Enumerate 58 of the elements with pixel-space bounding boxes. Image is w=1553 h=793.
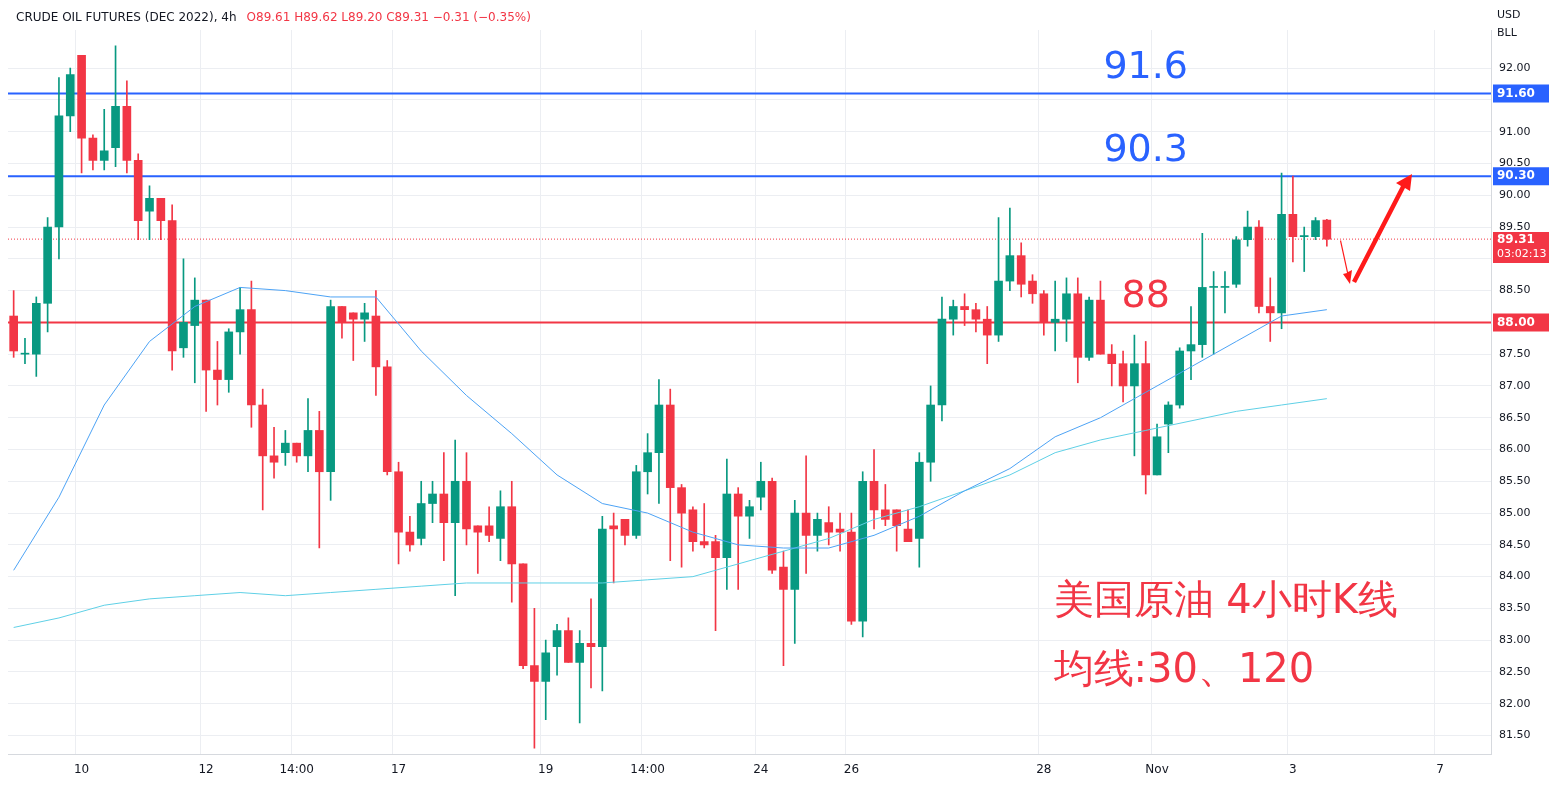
y-tick-label: 84.50	[1499, 537, 1531, 551]
candlestick	[190, 277, 200, 384]
y-tick-label: 85.50	[1499, 474, 1531, 488]
y-tick-label: 89.50	[1499, 219, 1531, 233]
chart-subtitle: O89.61 H89.62 L89.20 C89.31 −0.31 (−0.35%)	[246, 10, 531, 24]
candlestick	[586, 598, 596, 689]
x-tick-label: 7	[1436, 761, 1444, 776]
ref-line-label: 90.30	[1497, 168, 1535, 183]
y-tick-label: 83.00	[1499, 633, 1531, 647]
y-axis-title: USD BLL	[1497, 8, 1521, 40]
x-tick-label: 19	[538, 761, 554, 776]
candlestick	[699, 503, 709, 549]
x-tick-label: 28	[1036, 761, 1052, 776]
x-tick-label: 24	[753, 761, 769, 776]
y-tick-label: 90.50	[1499, 156, 1531, 170]
ref-line-label: 91.60	[1497, 85, 1535, 100]
annotation: 91.6	[1103, 43, 1189, 88]
y-tick-label: 86.00	[1499, 442, 1531, 456]
x-tick-label: Nov	[1145, 761, 1169, 776]
annotation: 美国原油 4小时K线	[1053, 575, 1398, 622]
candlestick	[575, 630, 585, 724]
x-tick-label: 12	[198, 761, 214, 776]
y-tick-label: 86.50	[1499, 410, 1531, 424]
x-tick-label: 10	[73, 761, 90, 776]
y-tick-label: 87.00	[1499, 378, 1531, 392]
candlestick	[269, 426, 279, 479]
y-tick-label: 82.00	[1499, 696, 1531, 710]
y-tick-label: 81.50	[1499, 728, 1531, 742]
x-tick-label: 14:00	[279, 761, 314, 776]
y-tick-label: 87.50	[1499, 347, 1531, 361]
ref-line-label: 88.00	[1497, 314, 1535, 329]
candlestick	[801, 455, 811, 574]
candlestick	[1186, 306, 1196, 380]
y-tick-label: 91.00	[1499, 124, 1531, 138]
y-tick-label: 90.00	[1499, 188, 1531, 202]
x-tick-label: 3	[1289, 761, 1297, 776]
chart-title: CRUDE OIL FUTURES (DEC 2022), 4h	[16, 10, 237, 24]
y-tick-label: 88.50	[1499, 283, 1531, 297]
y-tick-label: 82.50	[1499, 664, 1531, 678]
candlestick	[1299, 226, 1309, 272]
text: 03:02:13	[1497, 246, 1547, 260]
y-tick-label: 85.00	[1499, 505, 1531, 519]
annotation: 90.3	[1103, 126, 1189, 171]
candlestick	[1107, 344, 1117, 387]
candlestick	[733, 487, 743, 590]
annotation: 均线:30、120	[1052, 644, 1315, 691]
x-tick-label: 26	[843, 761, 860, 776]
candlestick	[99, 109, 109, 171]
y-tick-label: 92.00	[1499, 61, 1531, 74]
y-tick-label: 84.00	[1499, 569, 1531, 583]
candlestick	[1050, 280, 1060, 352]
annotation: 88	[1121, 272, 1170, 317]
ref-line-label: 89.31	[1497, 232, 1535, 247]
x-tick-label: 17	[390, 761, 407, 776]
candlestick	[1220, 271, 1230, 314]
y-tick-label: 83.50	[1499, 601, 1531, 615]
x-tick-label: 14:00	[630, 761, 665, 776]
candlestick	[473, 525, 483, 574]
